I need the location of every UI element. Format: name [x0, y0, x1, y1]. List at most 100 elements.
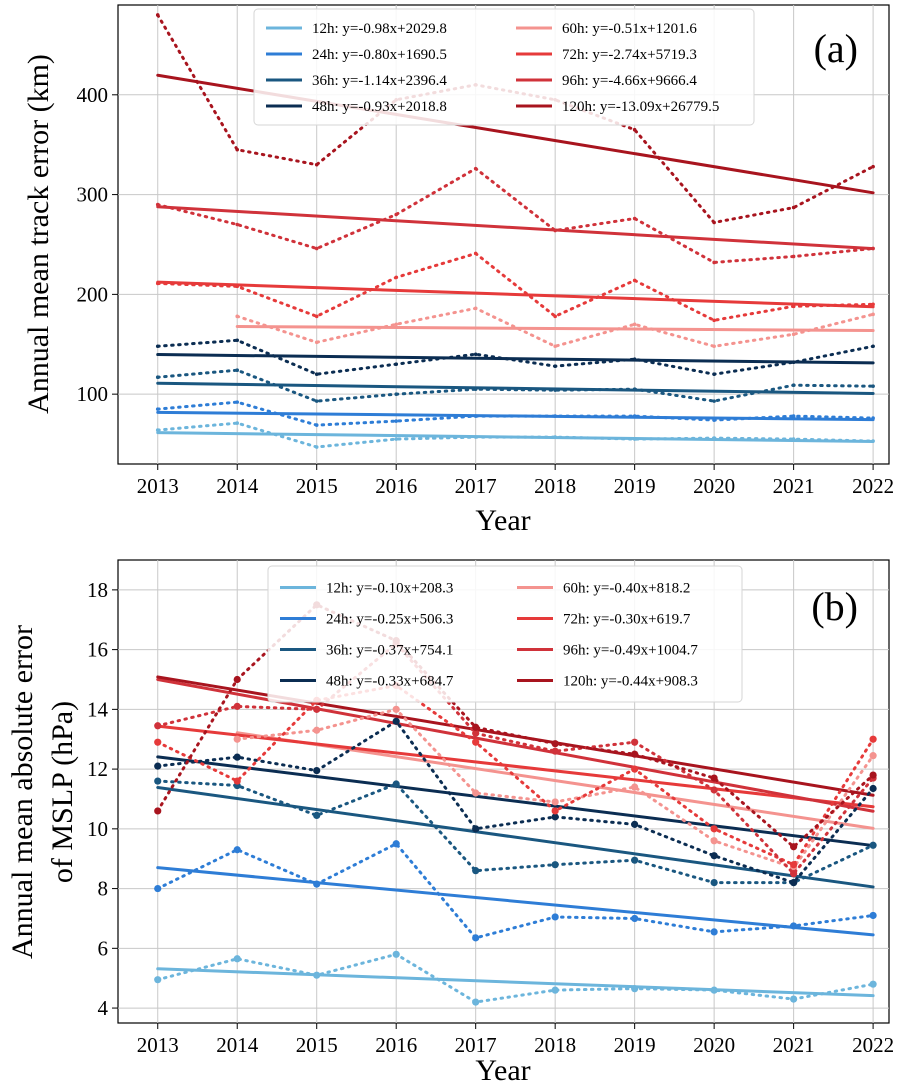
y-tick-label-a-100: 100	[77, 382, 109, 406]
point-a-24h-2014	[235, 400, 240, 404]
legend-label-b-60h: 60h: y=-0.40x+818.2	[563, 581, 690, 597]
point-a-12h-2022	[871, 439, 875, 443]
point-b-60h-2016	[392, 705, 400, 713]
x-tick-label-b-2022: 2022	[852, 1033, 894, 1057]
y-tick-label-b-12: 12	[87, 757, 108, 781]
point-a-36h-2020	[712, 399, 716, 403]
point-b-96h-2013	[154, 722, 162, 730]
point-a-60h-2017	[473, 306, 478, 311]
series-line-a-36h	[156, 368, 875, 403]
point-a-96h-2019	[632, 216, 637, 221]
legend-label-a-72h: 72h: y=-2.74x+5719.3	[562, 47, 697, 63]
point-a-36h-2017	[473, 387, 478, 391]
point-a-12h-2015	[314, 445, 319, 449]
point-a-48h-2022	[871, 344, 875, 349]
point-b-48h-2018	[551, 813, 559, 821]
legend-box-a	[253, 8, 755, 126]
x-tick-label-a-2019: 2019	[614, 474, 656, 498]
x-tick-label-a-2017: 2017	[455, 474, 497, 498]
series-line-a-96h	[156, 166, 875, 264]
point-b-60h-2020	[710, 837, 718, 845]
y-tick-label-b-16: 16	[87, 638, 108, 662]
series-line-a-60h	[235, 306, 875, 348]
point-a-36h-2021	[791, 383, 796, 387]
point-b-120h-2019	[631, 750, 639, 758]
point-a-24h-2018	[553, 414, 557, 418]
point-a-72h-2019	[632, 278, 637, 283]
point-b-48h-2019	[631, 820, 639, 828]
fit-line-b-60h	[235, 731, 875, 830]
point-b-48h-2020	[710, 852, 718, 860]
point-b-36h-2020	[710, 879, 718, 887]
panel-tag-a: (a)	[814, 26, 858, 71]
series-line-a-72h	[156, 251, 875, 322]
point-b-48h-2016	[392, 717, 400, 725]
point-a-24h-2013	[155, 407, 160, 411]
fit-line-b-12h	[156, 967, 875, 998]
point-a-12h-2014	[235, 421, 240, 425]
point-b-36h-2015	[313, 811, 321, 819]
y-axis-label-b-line1: Annual mean absolute error	[6, 625, 39, 959]
point-a-96h-2013	[155, 202, 160, 207]
point-b-36h-2013	[154, 777, 162, 785]
point-a-12h-2016	[394, 437, 398, 441]
fit-lines-a	[156, 73, 875, 443]
legend-label-a-120h: 120h: y=-13.09x+26779.5	[562, 99, 719, 115]
point-a-96h-2017	[473, 166, 478, 171]
x-ticks-a: 2013 2014 2015 2016 2017 2018 2019 2020 2021 2022	[137, 464, 894, 498]
fit-line-a-96h	[156, 205, 875, 251]
x-axis-label-b: Year	[475, 1054, 530, 1085]
point-b-72h-2021	[790, 861, 798, 869]
point-a-96h-2020	[712, 260, 716, 265]
legend-label-a-24h: 24h: y=-0.80x+1690.5	[312, 47, 447, 63]
point-b-72h-2013	[154, 738, 162, 746]
point-a-96h-2015	[314, 246, 319, 251]
point-b-72h-2019	[631, 765, 639, 773]
legend-label-b-12h: 12h: y=-0.10x+208.3	[326, 581, 453, 597]
y-tick-label-b-4: 4	[98, 996, 109, 1020]
point-b-48h-2013	[154, 762, 162, 770]
point-a-72h-2021	[791, 304, 796, 309]
point-a-96h-2016	[394, 212, 398, 217]
point-b-48h-2014	[233, 753, 241, 761]
fit-line-b-24h	[156, 866, 875, 937]
point-a-120h-2020	[712, 220, 716, 225]
x-ticks-b: 2013 2014 2015 2016 2017 2018 2019 2020 2021 2022	[137, 1023, 894, 1057]
point-a-12h-2019	[632, 437, 637, 441]
point-a-36h-2022	[871, 384, 875, 388]
point-a-60h-2019	[632, 322, 637, 327]
fit-line-a-48h	[156, 353, 875, 365]
point-a-24h-2022	[871, 416, 875, 420]
point-a-60h-2018	[553, 344, 557, 349]
series-line-b-48h	[156, 719, 875, 885]
point-a-24h-2019	[632, 414, 637, 418]
x-tick-label-b-2017: 2017	[455, 1033, 497, 1057]
point-a-60h-2021	[791, 332, 796, 337]
legend-label-b-24h: 24h: y=-0.25x+506.3	[326, 612, 453, 628]
point-b-24h-2022	[869, 911, 877, 920]
series-line-a-48h	[156, 338, 875, 376]
point-a-12h-2013	[155, 428, 160, 432]
point-a-120h-2022	[871, 164, 875, 169]
x-tick-label-b-2016: 2016	[375, 1033, 417, 1057]
y-ticks-a: 100 200 300 400	[77, 83, 118, 406]
y-tick-label-b-18: 18	[87, 578, 108, 602]
x-tick-label-a-2022: 2022	[852, 474, 894, 498]
legend-label-b-48h: 48h: y=-0.33x+684.7	[326, 674, 454, 690]
point-b-12h-2020	[710, 986, 718, 994]
legend-b: 12h: y=-0.10x+208.3 24h: y=-0.25x+506.3 36…	[267, 565, 743, 703]
point-b-24h-2018	[551, 913, 559, 921]
series-line-b-120h	[156, 603, 875, 849]
x-tick-label-b-2015: 2015	[296, 1033, 338, 1057]
point-a-24h-2015	[314, 423, 319, 427]
x-tick-label-b-2020: 2020	[693, 1033, 735, 1057]
point-a-48h-2015	[314, 372, 319, 376]
legend-label-a-12h: 12h: y=-0.98x+2029.8	[312, 21, 447, 37]
point-a-72h-2017	[473, 251, 478, 256]
point-a-48h-2016	[394, 362, 398, 367]
point-a-48h-2020	[712, 372, 716, 376]
point-b-60h-2018	[551, 798, 559, 806]
point-b-12h-2019	[631, 985, 639, 993]
point-a-72h-2016	[394, 275, 398, 280]
x-tick-label-a-2015: 2015	[296, 474, 338, 498]
